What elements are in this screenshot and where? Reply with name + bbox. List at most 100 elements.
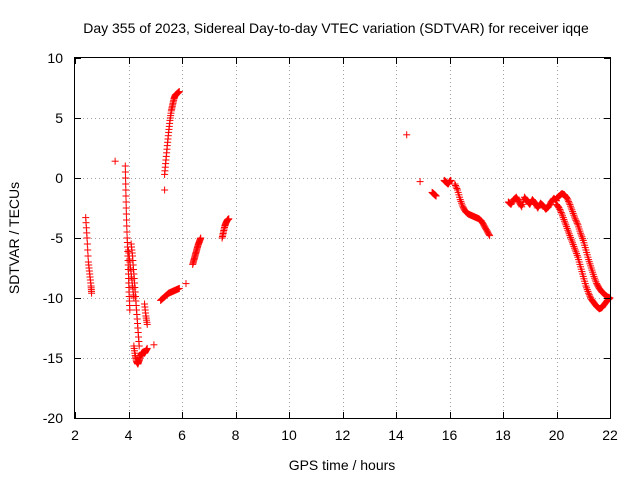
data-point bbox=[84, 252, 92, 260]
data-point bbox=[565, 228, 573, 236]
data-point bbox=[458, 199, 466, 207]
data-point bbox=[453, 185, 461, 192]
data-point bbox=[567, 233, 575, 241]
x-tick-label: 14 bbox=[388, 427, 404, 443]
data-point bbox=[563, 223, 571, 231]
data-point bbox=[569, 239, 577, 247]
data-point bbox=[111, 157, 119, 165]
data-point bbox=[568, 206, 576, 214]
data-point bbox=[485, 230, 493, 238]
x-tick-label: 16 bbox=[442, 427, 458, 443]
y-tick-label: -20 bbox=[43, 410, 63, 426]
data-point bbox=[563, 194, 571, 202]
data-point bbox=[558, 210, 566, 218]
data-point bbox=[416, 178, 424, 186]
data-point bbox=[561, 219, 569, 227]
data-point bbox=[122, 204, 130, 212]
data-point bbox=[432, 192, 440, 200]
x-tick-label: 10 bbox=[281, 427, 297, 443]
data-point bbox=[121, 162, 129, 170]
data-point bbox=[556, 206, 564, 213]
data-point bbox=[84, 246, 92, 254]
data-point bbox=[456, 196, 464, 204]
data-point bbox=[566, 200, 574, 208]
data-point bbox=[570, 242, 578, 250]
data-point bbox=[123, 216, 131, 224]
data-point bbox=[555, 204, 563, 212]
data-point bbox=[567, 204, 575, 212]
data-point bbox=[591, 276, 599, 284]
data-point bbox=[150, 341, 158, 349]
data-point bbox=[565, 230, 573, 238]
data-point bbox=[568, 237, 576, 245]
grid bbox=[75, 58, 610, 418]
x-tick-label: 6 bbox=[178, 427, 186, 443]
data-point bbox=[458, 201, 466, 209]
data-point bbox=[126, 306, 134, 314]
data-point bbox=[586, 292, 594, 300]
data-point bbox=[175, 284, 183, 292]
data-point bbox=[457, 197, 465, 205]
data-point bbox=[573, 250, 581, 258]
data-point bbox=[584, 287, 592, 295]
y-tick-label: -5 bbox=[51, 230, 64, 246]
data-point bbox=[570, 211, 578, 219]
data-point bbox=[569, 209, 577, 217]
data-point bbox=[582, 282, 590, 290]
data-point bbox=[577, 231, 585, 239]
data-point bbox=[175, 88, 183, 96]
data-point bbox=[559, 214, 567, 222]
data-point bbox=[585, 291, 593, 299]
x-tick-label: 20 bbox=[549, 427, 565, 443]
y-axis-label: SDTVAR / TECUs bbox=[6, 182, 22, 294]
chart-title: Day 355 of 2023, Sidereal Day-to-day VTE… bbox=[83, 20, 589, 36]
y-tick-label: -15 bbox=[43, 350, 63, 366]
axis-ticks bbox=[75, 58, 611, 419]
data-point bbox=[561, 217, 569, 225]
data-point bbox=[571, 215, 579, 223]
data-point bbox=[517, 202, 525, 210]
data-point bbox=[143, 344, 151, 352]
data-point bbox=[122, 192, 130, 200]
x-tick-label: 22 bbox=[602, 427, 618, 443]
data-point bbox=[583, 284, 591, 292]
plot-frame bbox=[74, 57, 611, 419]
x-tick-label: 12 bbox=[335, 427, 351, 443]
data-point bbox=[88, 289, 96, 297]
data-point bbox=[121, 168, 129, 176]
data-point bbox=[197, 234, 205, 242]
data-point bbox=[83, 234, 91, 242]
data-point bbox=[571, 244, 579, 252]
y-tick-labels: -20 -15 -10 -5 0 5 10 bbox=[43, 50, 63, 426]
data-point bbox=[591, 274, 599, 282]
data-point bbox=[486, 232, 494, 240]
data-point bbox=[83, 240, 91, 248]
data-point bbox=[451, 180, 459, 188]
data-point bbox=[557, 209, 565, 216]
data-point bbox=[122, 180, 130, 188]
data-point bbox=[452, 182, 460, 189]
data-point bbox=[403, 131, 411, 139]
data-point bbox=[182, 280, 190, 288]
data-point bbox=[143, 320, 151, 328]
data-point bbox=[577, 229, 585, 237]
data-point bbox=[567, 202, 575, 210]
x-tick-label: 8 bbox=[232, 427, 240, 443]
data-point bbox=[565, 197, 573, 205]
data-point bbox=[572, 248, 580, 256]
data-point bbox=[567, 235, 575, 243]
data-point bbox=[565, 199, 573, 207]
x-tick-label: 2 bbox=[71, 427, 79, 443]
data-point bbox=[122, 198, 130, 206]
x-tick-label: 18 bbox=[495, 427, 511, 443]
data-point bbox=[573, 251, 581, 259]
data-point bbox=[559, 212, 567, 220]
y-tick-label: -10 bbox=[43, 290, 63, 306]
x-tick-labels: 2 4 6 8 10 12 14 16 18 20 22 bbox=[71, 427, 618, 443]
data-point bbox=[578, 233, 586, 241]
data-point bbox=[585, 289, 593, 297]
data-point bbox=[557, 207, 565, 215]
data-point bbox=[447, 176, 455, 184]
data-point bbox=[572, 216, 580, 224]
